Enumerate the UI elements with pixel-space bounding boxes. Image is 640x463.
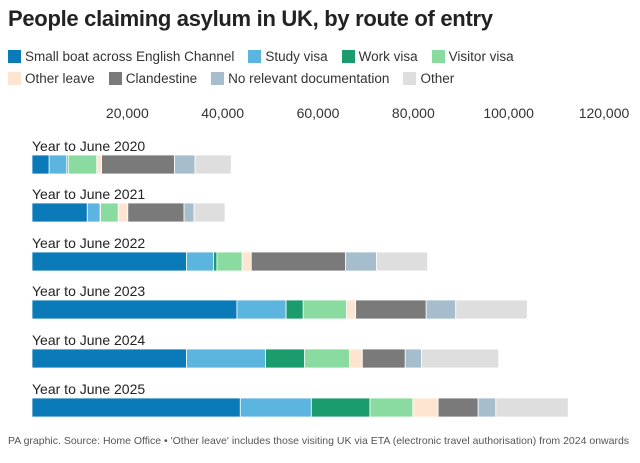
bar-segment bbox=[174, 154, 196, 175]
legend-label: Visitor visa bbox=[448, 49, 514, 64]
bar-segment bbox=[186, 251, 215, 272]
bar-segment bbox=[404, 348, 422, 369]
bar-segment bbox=[31, 251, 187, 272]
legend-swatch bbox=[8, 72, 21, 85]
legend-label: Small boat across English Channel bbox=[25, 49, 235, 64]
bar-segment bbox=[265, 348, 306, 369]
legend-label: Other leave bbox=[25, 71, 95, 86]
category-label: Year to June 2023 bbox=[32, 283, 145, 299]
bar-segment bbox=[193, 202, 226, 223]
legend-label: Study visa bbox=[265, 49, 328, 64]
legend-swatch bbox=[211, 72, 225, 85]
legend-swatch bbox=[8, 50, 21, 63]
bar-segment bbox=[495, 397, 569, 418]
bar-segment bbox=[48, 154, 68, 175]
legend-row-2: Other leave Clandestine No relevant docume… bbox=[8, 71, 468, 86]
bar-segment bbox=[241, 251, 252, 272]
legend-swatch bbox=[248, 50, 262, 63]
bar-segment bbox=[455, 299, 528, 320]
bar-segment bbox=[346, 299, 357, 320]
bar-segment bbox=[186, 348, 266, 369]
legend-item: Work visa bbox=[341, 49, 418, 64]
bar-segment bbox=[310, 397, 371, 418]
x-tick-label: 120,000 bbox=[579, 105, 630, 121]
category-label: Year to June 2021 bbox=[32, 186, 145, 202]
chart-plot: 20,000 40,000 60,000 80,000 100,000 120,000 Ye… bbox=[31, 105, 630, 418]
bar-segment bbox=[421, 348, 500, 369]
chart-title: People claiming asylum in UK, by route o… bbox=[8, 6, 493, 31]
legend-swatch bbox=[108, 72, 122, 85]
x-tick-label: 100,000 bbox=[483, 105, 534, 121]
bar-segment bbox=[31, 348, 187, 369]
legend-row-1: Small boat across English Channel Study v… bbox=[8, 49, 528, 64]
bar-segment bbox=[437, 397, 479, 418]
bar-segment bbox=[361, 348, 406, 369]
legend-label: Work visa bbox=[358, 49, 418, 64]
x-tick-label: 80,000 bbox=[392, 105, 435, 121]
legend-label: No relevant documentation bbox=[228, 71, 390, 86]
legend-swatch bbox=[341, 50, 355, 63]
legend-item: Other leave bbox=[8, 71, 95, 86]
chart-footer: PA graphic. Source: Home Office • 'Other… bbox=[8, 435, 630, 447]
bar-segment bbox=[302, 299, 347, 320]
bar-segment bbox=[31, 154, 50, 175]
bar-segment bbox=[213, 251, 218, 272]
x-tick-label: 60,000 bbox=[297, 105, 340, 121]
bar-segment bbox=[117, 202, 129, 223]
legend-item: Other bbox=[403, 71, 454, 86]
bar-segment bbox=[183, 202, 195, 223]
bar-segment bbox=[67, 154, 98, 175]
legend-item: Small boat across English Channel bbox=[8, 49, 234, 64]
bar-segment bbox=[349, 348, 363, 369]
legend-label: Clandestine bbox=[125, 71, 198, 86]
category-label: Year to June 2020 bbox=[32, 138, 145, 154]
x-tick-label: 20,000 bbox=[106, 105, 149, 121]
bar-segment bbox=[285, 299, 304, 320]
bar-segment bbox=[355, 299, 427, 320]
category-label: Year to June 2024 bbox=[32, 332, 145, 348]
legend-swatch bbox=[403, 72, 417, 85]
category-label: Year to June 2022 bbox=[32, 235, 145, 251]
bar-segment bbox=[101, 154, 175, 175]
bar-segment bbox=[31, 397, 241, 418]
legend-item: Clandestine bbox=[108, 71, 198, 86]
legend-item: Visitor visa bbox=[431, 49, 514, 64]
legend-label: Other bbox=[420, 71, 455, 86]
legend-item: No relevant documentation bbox=[211, 71, 389, 86]
legend-item: Study visa bbox=[248, 49, 328, 64]
bar-segment bbox=[236, 299, 287, 320]
bar-segment bbox=[477, 397, 497, 418]
bar-segment bbox=[96, 154, 102, 175]
bar-segment bbox=[194, 154, 232, 175]
bar-segment bbox=[412, 397, 439, 418]
bar-segment bbox=[86, 202, 101, 223]
bar-segment bbox=[376, 251, 429, 272]
bar-segment bbox=[31, 299, 238, 320]
bar-segment bbox=[216, 251, 243, 272]
legend-swatch bbox=[431, 50, 445, 63]
bar-segment bbox=[100, 202, 119, 223]
bar-segment bbox=[31, 202, 88, 223]
bar-segment bbox=[345, 251, 378, 272]
bar-segment bbox=[239, 397, 312, 418]
bar-segment bbox=[304, 348, 350, 369]
bar-segment bbox=[250, 251, 347, 272]
x-tick-label: 40,000 bbox=[201, 105, 244, 121]
category-label: Year to June 2025 bbox=[32, 381, 145, 397]
bar-segment bbox=[425, 299, 457, 320]
bar-segment bbox=[369, 397, 414, 418]
bar-segment bbox=[127, 202, 185, 223]
